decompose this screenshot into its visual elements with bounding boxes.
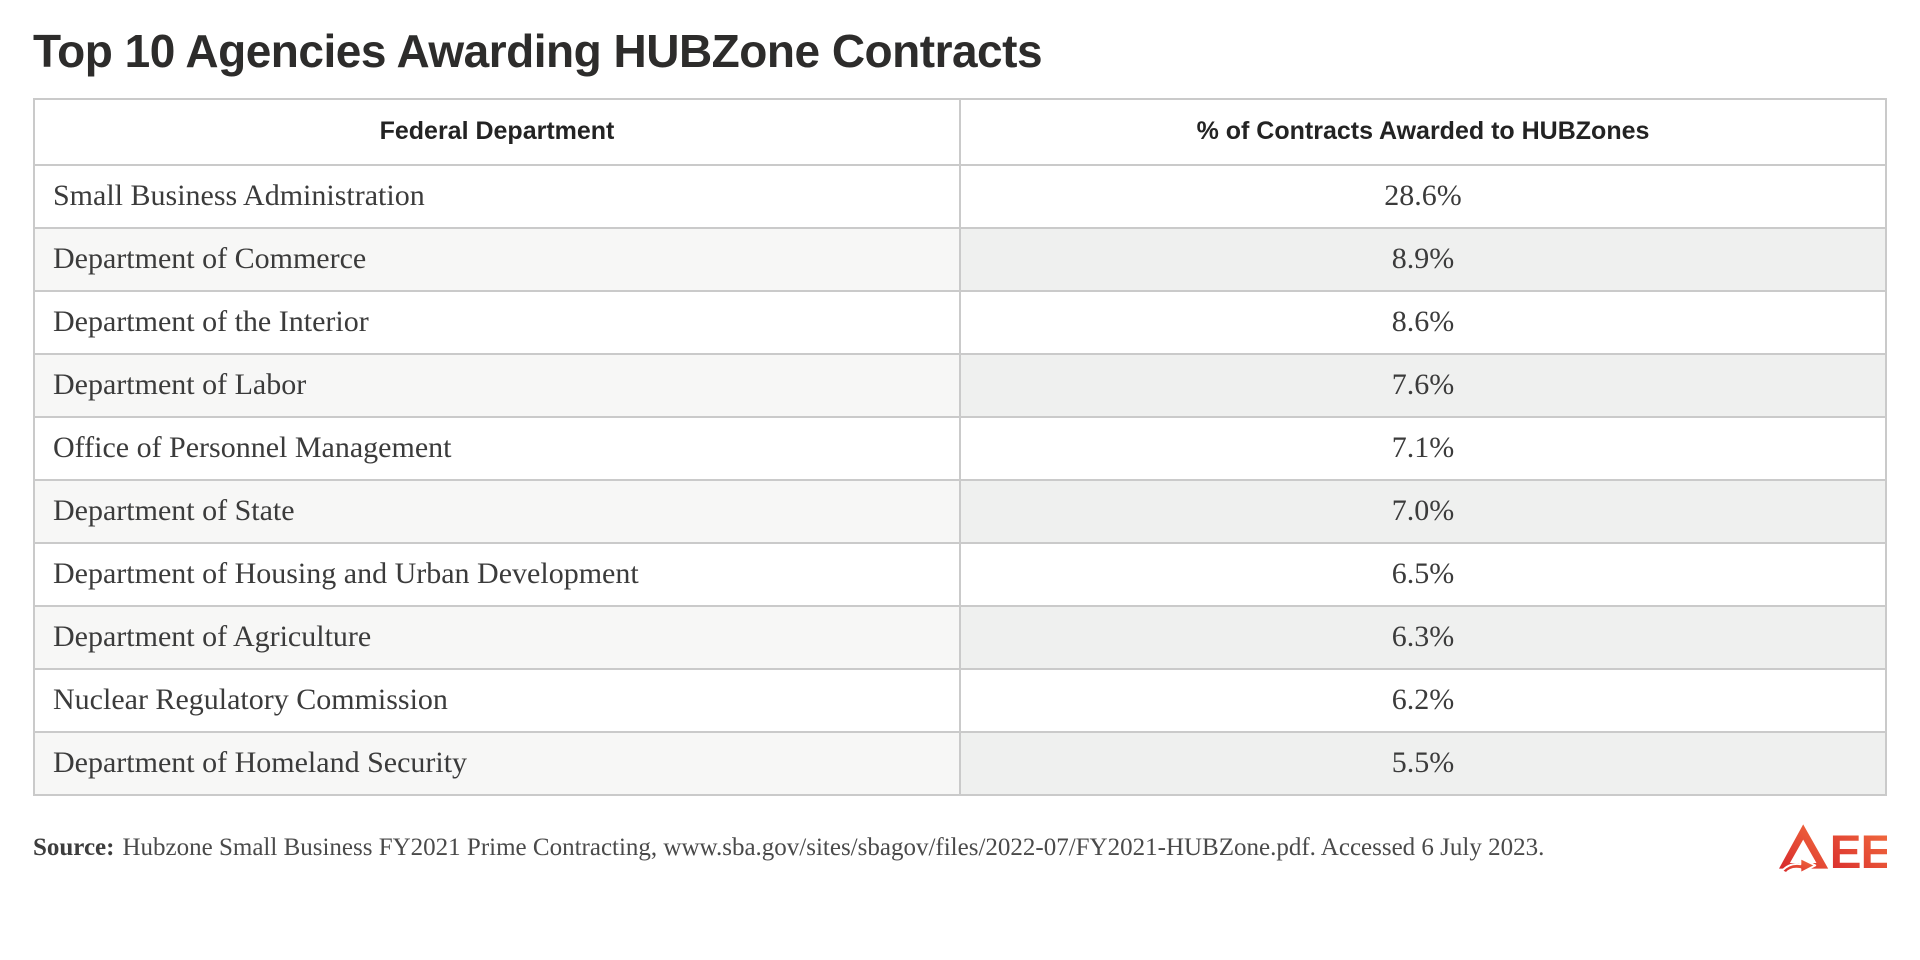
column-header-percent: % of Contracts Awarded to HUBZones (959, 97, 1887, 166)
percent-cell: 5.5% (959, 730, 1887, 796)
aee-logo-icon: EE (1779, 824, 1887, 875)
percent-cell: 6.2% (959, 667, 1887, 733)
table-header: Federal Department % of Contracts Awarde… (33, 97, 1887, 166)
logo-ee-text: EE (1830, 826, 1887, 875)
department-cell: Department of Labor (33, 352, 961, 418)
source-label: Source: (33, 834, 115, 862)
aee-logo: EE (1779, 822, 1887, 875)
source-text: Hubzone Small Business FY2021 Prime Cont… (122, 834, 1545, 862)
percent-cell: 6.3% (959, 604, 1887, 670)
department-cell: Small Business Administration (33, 163, 961, 229)
table-body: Small Business Administration 28.6% Depa… (33, 163, 1887, 796)
column-header-department: Federal Department (33, 97, 961, 166)
table-row: Department of Homeland Security 5.5% (33, 730, 1887, 796)
table-row: Small Business Administration 28.6% (33, 163, 1887, 229)
hubzone-table: Federal Department % of Contracts Awarde… (33, 97, 1887, 796)
table-row: Department of Labor 7.6% (33, 352, 1887, 418)
source-note: Source: Hubzone Small Business FY2021 Pri… (33, 834, 1544, 862)
department-cell: Department of the Interior (33, 289, 961, 355)
table-row: Department of the Interior 8.6% (33, 289, 1887, 355)
department-cell: Department of State (33, 478, 961, 544)
logo-arrow-icon (1780, 857, 1817, 874)
table-row: Nuclear Regulatory Commission 6.2% (33, 667, 1887, 733)
table-row: Department of State 7.0% (33, 478, 1887, 544)
page-title: Top 10 Agencies Awarding HUBZone Contrac… (33, 25, 1043, 77)
department-cell: Department of Homeland Security (33, 730, 961, 796)
percent-cell: 6.5% (959, 541, 1887, 607)
department-cell: Office of Personnel Management (33, 415, 961, 481)
percent-cell: 7.6% (959, 352, 1887, 418)
department-cell: Department of Agriculture (33, 604, 961, 670)
percent-cell: 8.6% (959, 289, 1887, 355)
table-header-row: Federal Department % of Contracts Awarde… (33, 97, 1887, 166)
percent-cell: 7.1% (959, 415, 1887, 481)
table-row: Department of Housing and Urban Developm… (33, 541, 1887, 607)
percent-cell: 8.9% (959, 226, 1887, 292)
footer: Source: Hubzone Small Business FY2021 Pri… (33, 822, 1887, 875)
logo-triangle-a (1779, 824, 1829, 869)
table-row: Department of Commerce 8.9% (33, 226, 1887, 292)
table-row: Department of Agriculture 6.3% (33, 604, 1887, 670)
department-cell: Nuclear Regulatory Commission (33, 667, 961, 733)
department-cell: Department of Commerce (33, 226, 961, 292)
percent-cell: 28.6% (959, 163, 1887, 229)
table-row: Office of Personnel Management 7.1% (33, 415, 1887, 481)
department-cell: Department of Housing and Urban Developm… (33, 541, 961, 607)
percent-cell: 7.0% (959, 478, 1887, 544)
